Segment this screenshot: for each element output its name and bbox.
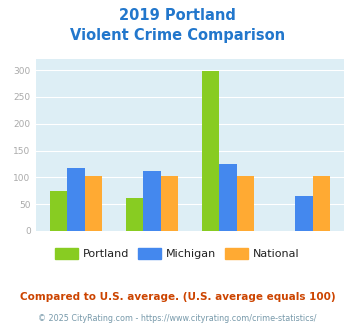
Bar <box>67 168 84 231</box>
Bar <box>295 196 313 231</box>
Bar <box>50 191 67 231</box>
Text: © 2025 CityRating.com - https://www.cityrating.com/crime-statistics/: © 2025 CityRating.com - https://www.city… <box>38 314 317 323</box>
Bar <box>160 176 178 231</box>
Text: 2019 Portland: 2019 Portland <box>119 8 236 23</box>
Bar <box>313 176 330 231</box>
Bar <box>143 171 160 231</box>
Text: Compared to U.S. average. (U.S. average equals 100): Compared to U.S. average. (U.S. average … <box>20 292 335 302</box>
Bar <box>219 164 237 231</box>
Text: Violent Crime Comparison: Violent Crime Comparison <box>70 28 285 43</box>
Legend: Portland, Michigan, National: Portland, Michigan, National <box>51 244 304 263</box>
Bar <box>84 176 102 231</box>
Bar <box>237 176 254 231</box>
Bar <box>202 71 219 231</box>
Bar <box>126 198 143 231</box>
